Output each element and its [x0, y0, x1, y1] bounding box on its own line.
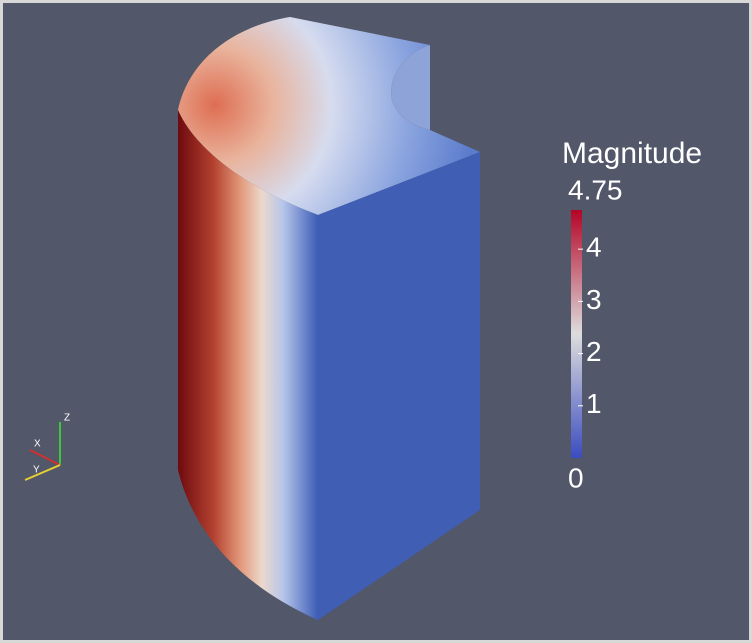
legend-tick-label: 1 [586, 388, 602, 419]
legend-title: Magnitude [562, 137, 702, 170]
legend-tick-label: 2 [586, 336, 602, 367]
y-label: Y [33, 465, 40, 476]
color-bar [571, 210, 582, 458]
z-label: Z [64, 413, 70, 424]
page: Z X Y Magnitude 4.7501234 (() => { const… [0, 0, 752, 643]
legend-tick-label: 3 [586, 284, 602, 315]
legend-tick-label: 4 [586, 232, 602, 263]
legend-min-label: 0 [568, 462, 584, 493]
render-view: Z X Y Magnitude 4.75 0 1 2 3 4 [0, 0, 752, 643]
legend-max-label: 4.75 [568, 174, 623, 205]
x-label: X [34, 439, 41, 450]
